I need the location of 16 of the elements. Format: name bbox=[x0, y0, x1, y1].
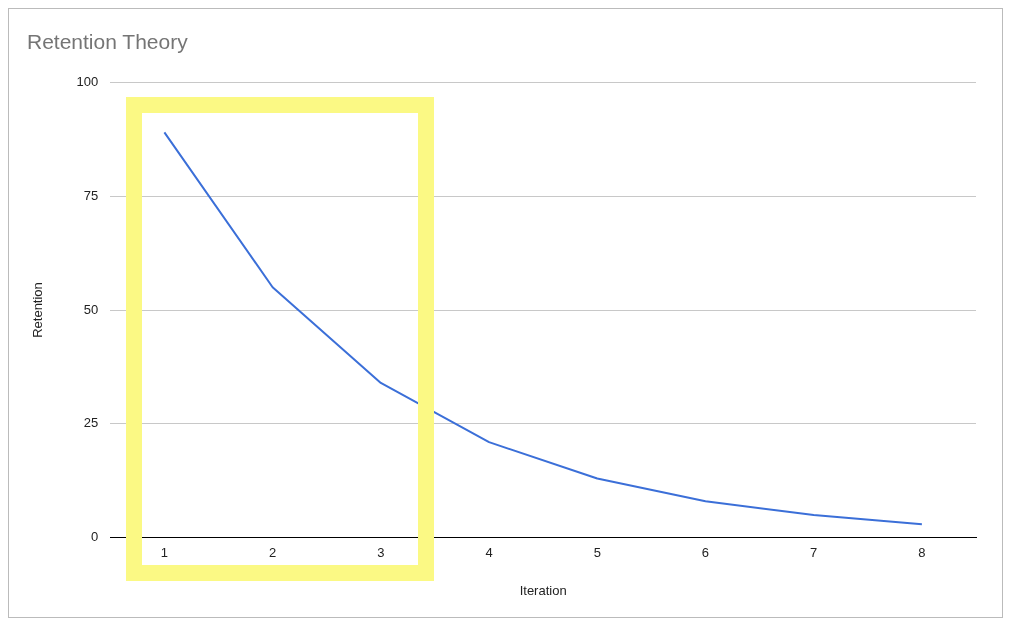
x-tick-label: 6 bbox=[701, 545, 710, 561]
chart-title: Retention Theory bbox=[27, 30, 189, 54]
y-axis-title: Retention bbox=[30, 282, 46, 338]
y-tick-label: 75 bbox=[83, 187, 99, 203]
y-tick-label: 0 bbox=[91, 529, 99, 545]
x-tick-label: 3 bbox=[377, 545, 385, 561]
y-tick-label: 100 bbox=[76, 73, 99, 89]
y-tick-label: 25 bbox=[83, 415, 99, 431]
x-tick-label: 5 bbox=[593, 545, 601, 561]
y-tick-label: 50 bbox=[83, 301, 99, 317]
x-tick-label: 7 bbox=[810, 545, 818, 561]
x-tick-label: 2 bbox=[268, 545, 277, 561]
x-tick-label: 8 bbox=[918, 545, 926, 561]
x-axis-title: Iteration bbox=[519, 582, 567, 598]
x-tick-label: 4 bbox=[485, 545, 493, 561]
x-tick-label: 1 bbox=[160, 545, 169, 561]
